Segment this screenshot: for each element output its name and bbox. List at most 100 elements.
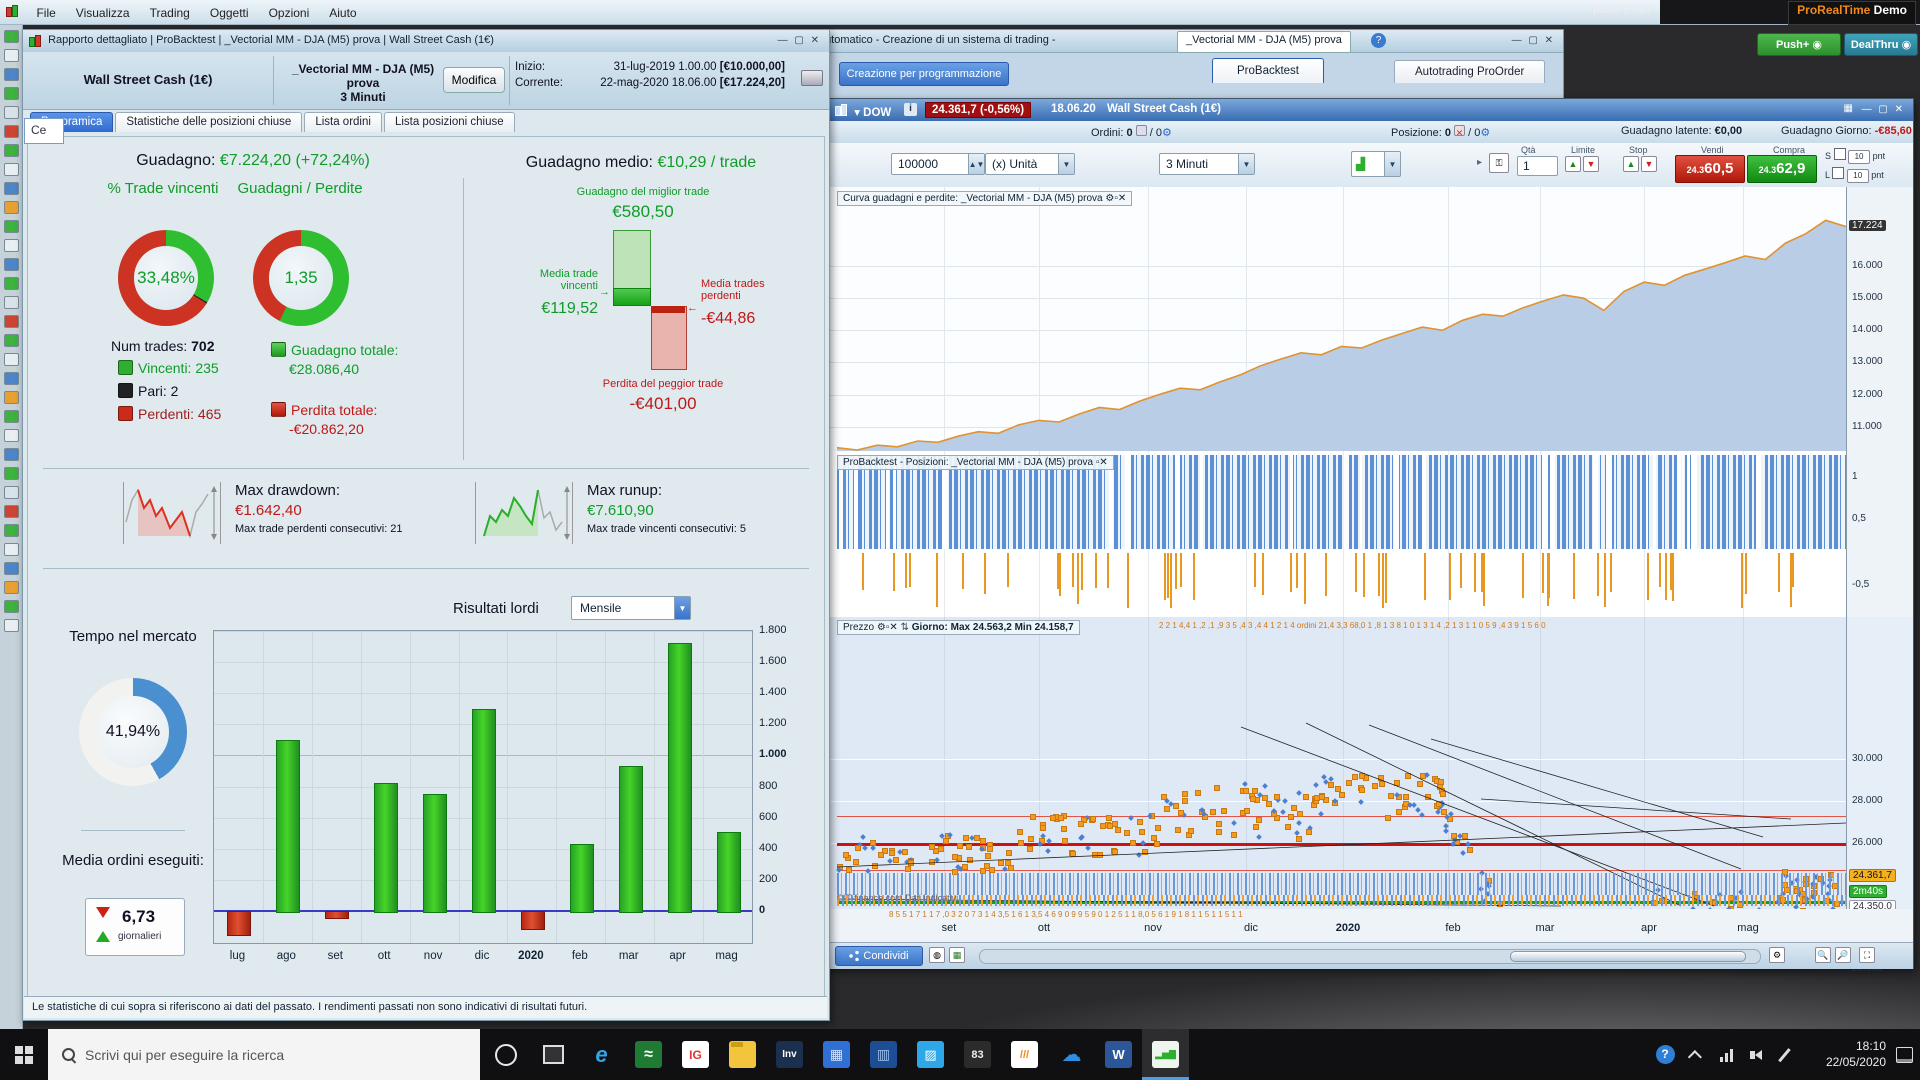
menu-aiuto[interactable]: Aiuto: [329, 6, 357, 20]
tab-probacktest[interactable]: ProBacktest: [1212, 58, 1324, 83]
chart-window-controls[interactable]: — ▢ ✕: [1861, 104, 1905, 115]
menu-oggetti[interactable]: Oggetti: [209, 6, 249, 20]
workspace-icon[interactable]: [4, 125, 19, 138]
popout-icon[interactable]: ▫: [1095, 457, 1100, 468]
workspace-icon[interactable]: [4, 30, 19, 43]
buy-button[interactable]: 24.362,9: [1747, 155, 1817, 183]
report-window-controls[interactable]: — ▢ ✕: [777, 35, 821, 46]
price-panel-header[interactable]: Prezzo ⚙▫✕ ⇅ Giorno: Max 24.563,2 Min 24…: [837, 620, 1080, 635]
key-icon[interactable]: ⚿: [1489, 153, 1509, 173]
quantity-select[interactable]: 100000 ▲▼: [891, 153, 985, 175]
workspace-icon[interactable]: [4, 220, 19, 233]
workspace-icon[interactable]: [4, 581, 19, 594]
workspace-icon[interactable]: [4, 353, 19, 366]
workspace-icon[interactable]: [4, 505, 19, 518]
modify-button[interactable]: Modifica: [443, 67, 505, 93]
chart-titlebar[interactable]: ▾ DOW i 24.361,7 (-0,56%) 18.06.20 Wall …: [829, 99, 1913, 121]
workspace-icon[interactable]: [4, 315, 19, 328]
taskbar-app-photos[interactable]: ▨: [907, 1029, 954, 1080]
autotrading-system-tab[interactable]: _Vectorial MM - DJA (M5) prova: [1177, 31, 1351, 53]
symbol-label[interactable]: ▾ DOW: [854, 107, 892, 119]
popout-icon[interactable]: ▫: [1114, 193, 1118, 204]
wrench-icon[interactable]: ⚙: [876, 622, 886, 633]
zoom-in-icon[interactable]: 🔍: [1815, 947, 1831, 963]
taskbar-app-onedrive[interactable]: ☁: [1048, 1029, 1095, 1080]
workspace-icon[interactable]: [4, 448, 19, 461]
taskbar-app-prorealtime[interactable]: ▂▅▇: [1142, 1029, 1189, 1080]
fullscreen-icon[interactable]: ⛶: [1859, 947, 1875, 963]
workspace-icon[interactable]: [4, 600, 19, 613]
volume-tray-icon[interactable]: [1742, 1029, 1770, 1080]
cortana-button[interactable]: [482, 1029, 529, 1080]
period-select[interactable]: Mensile ▼: [571, 596, 691, 620]
chart-style-button[interactable]: ▟ ▼: [1351, 151, 1401, 177]
info-icon[interactable]: i: [904, 103, 917, 116]
autotrading-window-controls[interactable]: — ▢ ✕: [1511, 35, 1555, 46]
workspace-icon[interactable]: [4, 486, 19, 499]
workspace-icon[interactable]: [4, 372, 19, 385]
network-tray-icon[interactable]: [1712, 1029, 1740, 1080]
taskbar-app-app-83[interactable]: 83: [954, 1029, 1001, 1080]
layout-icon[interactable]: ▦: [1843, 103, 1853, 114]
report-tab-1[interactable]: Statistiche delle posizioni chiuse: [115, 112, 303, 132]
positions-panel[interactable]: [829, 451, 1846, 619]
workspace-icon[interactable]: [4, 296, 19, 309]
menu-visualizza[interactable]: Visualizza: [75, 6, 130, 20]
wrench-icon[interactable]: ⚙: [1105, 193, 1115, 204]
share-button[interactable]: Condividi: [835, 946, 923, 966]
print-icon[interactable]: [801, 70, 823, 86]
workspace-icon[interactable]: [4, 106, 19, 119]
stop-sell-icon[interactable]: ▼: [1641, 156, 1657, 172]
positions-panel-header[interactable]: ProBacktest - Posizioni: _Vectorial MM -…: [837, 455, 1114, 470]
help-tray-button[interactable]: ?: [1648, 1029, 1682, 1080]
workspace-icon[interactable]: [4, 524, 19, 537]
timeframe-select[interactable]: 3 Minuti ▼: [1159, 153, 1255, 175]
workspace-icon[interactable]: [4, 277, 19, 290]
task-view-button[interactable]: [530, 1029, 577, 1080]
stop-buy-icon[interactable]: ▲: [1623, 156, 1639, 172]
sell-button[interactable]: 24.360,5: [1675, 155, 1745, 183]
workspace-icon[interactable]: [4, 410, 19, 423]
taskbar-app-stripes-app[interactable]: ///: [1001, 1029, 1048, 1080]
chart-window[interactable]: ▾ DOW i 24.361,7 (-0,56%) 18.06.20 Wall …: [828, 98, 1914, 974]
menu-trading[interactable]: Trading: [149, 6, 190, 20]
grid-icon[interactable]: ▦: [949, 947, 965, 963]
limite-buy-icon[interactable]: ▲: [1565, 156, 1581, 172]
h-scrollbar[interactable]: [979, 949, 1761, 964]
workspace-icon[interactable]: [4, 562, 19, 575]
globe-icon[interactable]: ◍: [929, 947, 945, 963]
autotrading-titlebar[interactable]: Trading automatico - Creazione di un sis…: [771, 30, 1563, 53]
tab-autotrading-proorder[interactable]: Autotrading ProOrder: [1394, 60, 1546, 83]
taskbar-clock[interactable]: 18:10 22/05/2020: [1825, 1039, 1886, 1069]
dealthru-button[interactable]: DealThru ◉: [1844, 33, 1918, 56]
workspace-icon[interactable]: [4, 619, 19, 632]
h-scrollbar-thumb[interactable]: [1510, 951, 1747, 962]
taskbar-app-investing[interactable]: Inv: [766, 1029, 813, 1080]
close-icon[interactable]: ✕: [1117, 193, 1127, 204]
workspace-icon[interactable]: [4, 543, 19, 556]
taskbar-app-calculator[interactable]: ▦: [813, 1029, 860, 1080]
price-panel[interactable]: [829, 617, 1846, 910]
settings-icon[interactable]: ⚙: [1769, 947, 1785, 963]
workspace-icon[interactable]: [4, 68, 19, 81]
report-tab-3[interactable]: Lista posizioni chiuse: [383, 112, 515, 132]
menu-opzioni[interactable]: Opzioni: [268, 6, 310, 20]
workspace-icon[interactable]: [4, 391, 19, 404]
taskbar-app-word[interactable]: W: [1095, 1029, 1142, 1080]
limit-row[interactable]: L 10 pnt: [1825, 167, 1884, 183]
start-button[interactable]: [0, 1029, 47, 1080]
workspace-icon[interactable]: [4, 334, 19, 347]
report-window[interactable]: Rapporto dettagliato | ProBacktest | _Ve…: [22, 29, 830, 1021]
help-icon[interactable]: ?: [1371, 33, 1386, 48]
workspace-icon[interactable]: [4, 467, 19, 480]
pen-tray-icon[interactable]: [1772, 1029, 1796, 1080]
workspace-icon[interactable]: [4, 87, 19, 100]
taskbar-app-ig[interactable]: IG: [672, 1029, 719, 1080]
menu-file[interactable]: File: [36, 6, 56, 20]
workspace-icon[interactable]: [4, 429, 19, 442]
workspace-icon[interactable]: [4, 258, 19, 271]
search-remnant-field[interactable]: Ce: [24, 118, 64, 144]
equity-panel[interactable]: [829, 187, 1846, 453]
taskbar-search[interactable]: Scrivi qui per eseguire la ricerca: [48, 1029, 480, 1080]
taskbar-app-app-grid[interactable]: ▥: [860, 1029, 907, 1080]
